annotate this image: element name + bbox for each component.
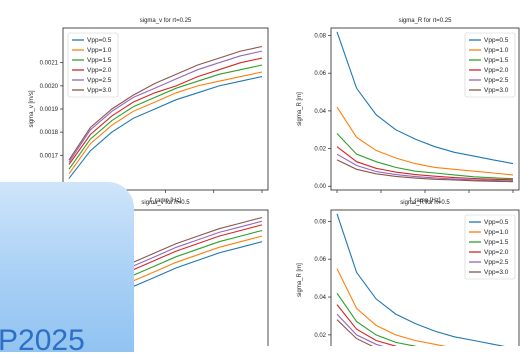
y-tick-label: 0.04	[314, 109, 326, 115]
series-line-1	[336, 31, 514, 165]
legend-entry: Vpp=1.0	[87, 47, 112, 54]
legend-entry: Vpp=2.0	[484, 67, 509, 74]
axes-frame	[330, 209, 520, 346]
series-line-2	[336, 268, 447, 346]
legend-entry: Vpp=1.5	[484, 239, 509, 246]
series-line-2	[68, 71, 263, 175]
legend-box	[67, 32, 119, 98]
series-line-2	[336, 106, 514, 176]
series-line-6	[336, 159, 514, 183]
series-line-5	[68, 50, 263, 163]
y-tick-label: 0.02	[314, 147, 326, 153]
legend-box	[464, 32, 516, 98]
panel-br: sigma_R for rt=0.5 0.08 0.06 0.04 0.02 sigma_…	[297, 200, 520, 346]
panel-title: sigma_v for rt=0.25	[140, 18, 192, 24]
y-tick-label: 0.0018	[40, 130, 59, 136]
y-tick-label: 0.0021	[40, 61, 59, 67]
series-line-3	[336, 133, 514, 180]
legend-entry: Vpp=0.5	[484, 219, 509, 226]
series-line-3	[68, 64, 263, 170]
legend-entry: Vpp=2.0	[87, 67, 112, 74]
y-axis-label: sigma_v [m/s]	[29, 90, 35, 127]
y-tick-label: 0.0017	[40, 153, 59, 159]
legend-entry: Vpp=1.5	[484, 57, 509, 64]
legend: Vpp=0.5 Vpp=1.0 Vpp=1.5 Vpp=2.0 Vpp=2.5 Vpp=3…	[464, 214, 516, 280]
series-line-4	[68, 57, 263, 165]
y-tick-label: 0.0020	[40, 84, 59, 90]
series-line-3	[336, 292, 418, 346]
y-tick-label: 0.0019	[40, 107, 59, 113]
series-line-5	[336, 153, 514, 182]
x-axis-label: f_ramp [Hz]	[409, 198, 440, 204]
series-group	[336, 213, 506, 346]
series-line-6	[336, 319, 374, 346]
series-line-1	[336, 213, 506, 346]
legend-entry: Vpp=2.5	[484, 259, 509, 266]
x-axis-label: f_ramp [Hz]	[150, 198, 181, 204]
series-line-5	[336, 313, 384, 346]
y-axis-label: sigma_R [m]	[297, 92, 303, 126]
legend-entry: Vpp=0.5	[87, 37, 112, 44]
legend-entry: Vpp=1.0	[484, 47, 509, 54]
legend-entry: Vpp=0.5	[484, 37, 509, 44]
legend-entry: Vpp=3.0	[87, 87, 112, 94]
legend-entry: Vpp=3.0	[484, 269, 509, 276]
series-line-6	[68, 45, 263, 161]
legend-box	[464, 214, 516, 280]
y-tick-label: 0.04	[314, 295, 326, 301]
legend: Vpp=0.5 Vpp=1.0 Vpp=1.5 Vpp=2.0 Vpp=2.5 Vpp=3…	[67, 32, 119, 98]
legend-entry: Vpp=2.0	[484, 249, 509, 256]
chart-figure: sigma_v for rt=0.25 0.0021 0.0020 0.0019 0.0…	[29, 18, 520, 346]
legend-entry: Vpp=2.5	[484, 77, 509, 84]
panel-title: sigma_R for rt=0.5	[400, 200, 450, 206]
y-tick-label: 0.02	[314, 333, 326, 339]
legend-entry: Vpp=3.0	[484, 87, 509, 94]
series-line-4	[336, 146, 514, 181]
panel-title: sigma_v for rt=0.5	[141, 200, 190, 206]
y-axis-label: sigma_R [m]	[297, 263, 303, 297]
overlay-label: P2025	[0, 324, 85, 357]
panel-tr: sigma_R for rt=0.25 0.08 0.06 0.04 0.02 0.00 f…	[297, 18, 520, 204]
panel-title: sigma_R for rt=0.25	[399, 18, 453, 24]
legend-entry: Vpp=1.5	[87, 57, 112, 64]
slide-overlay-panel: P2025	[0, 182, 134, 357]
y-tick-label: 0.08	[314, 34, 326, 40]
series-group	[336, 31, 514, 183]
legend: Vpp=0.5 Vpp=1.0 Vpp=1.5 Vpp=2.0 Vpp=2.5 Vpp=3…	[464, 32, 516, 98]
series-line-4	[336, 304, 398, 346]
series-group	[68, 45, 263, 179]
legend-entry: Vpp=1.0	[484, 229, 509, 236]
series-line-1	[68, 76, 263, 179]
panel-tl: sigma_v for rt=0.25 0.0021 0.0020 0.0019 0.0…	[29, 18, 269, 204]
y-tick-label: 0.06	[314, 257, 326, 263]
legend-entry: Vpp=2.5	[87, 77, 112, 84]
y-tick-label: 0.00	[314, 184, 326, 190]
y-tick-label: 0.06	[314, 71, 326, 77]
y-tick-label: 0.08	[314, 219, 326, 225]
